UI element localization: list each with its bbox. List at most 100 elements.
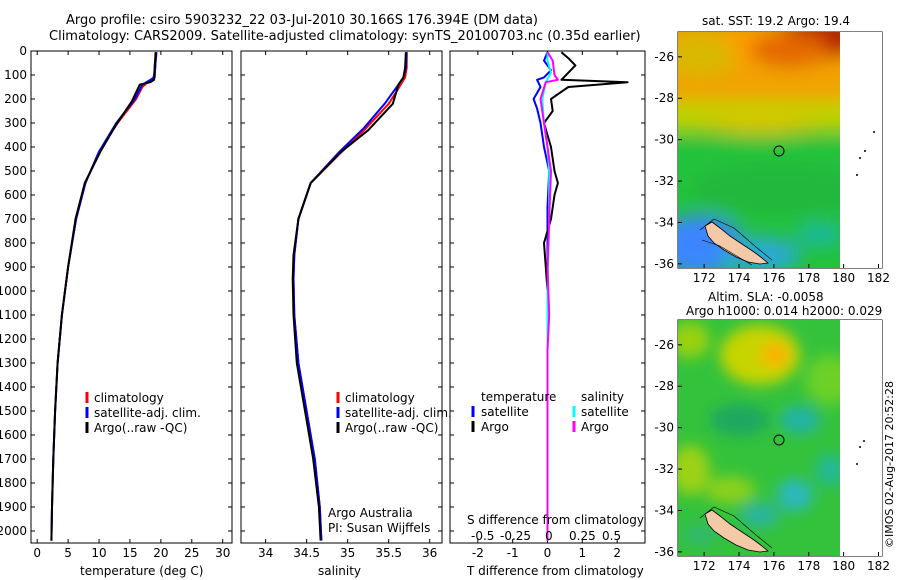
- difference-legend: temperature satellite Argo salinity sate…: [471, 390, 629, 434]
- lat-tick-label: -34: [654, 215, 674, 229]
- x-tick-label: 20: [153, 546, 168, 560]
- series-line-argo: [50, 52, 157, 541]
- x-tick-label: 10: [91, 546, 106, 560]
- x-tick-label: 35: [340, 546, 355, 560]
- argo-location-marker: [773, 434, 785, 446]
- legend-temp-argo: Argo: [481, 420, 509, 434]
- y-tick-label: 300: [4, 116, 27, 130]
- lon-tick-label: 178: [797, 271, 820, 285]
- temperature-xlabel: temperature (deg C): [80, 564, 203, 578]
- temperature-axes-frame: [30, 50, 233, 544]
- series-line-argo: [291, 52, 407, 541]
- sla-map-title: Altim. SLA: -0.0058: [708, 290, 824, 304]
- temperature-lines: [50, 52, 158, 541]
- lon-tick-label: 172: [693, 559, 716, 573]
- y-tick-label: 1200: [0, 332, 27, 346]
- salinity-axes-frame: [240, 50, 443, 544]
- lon-tick-label: 174: [728, 271, 751, 285]
- argo-australia-label: Argo Australia: [328, 506, 413, 520]
- y-tick-label: 1900: [0, 500, 27, 514]
- s-diff-tick: 0: [545, 529, 553, 543]
- lat-tick-label: -30: [654, 421, 674, 435]
- lon-tick-label: 178: [797, 559, 820, 573]
- argo-location-marker: [773, 145, 785, 157]
- salinity-legend: climatology satellite-adj. clim. Argo(..…: [336, 391, 452, 435]
- y-tick-label: 900: [4, 260, 27, 274]
- climatology-subtitle: Climatology: CARS2009. Satellite-adjuste…: [49, 29, 641, 44]
- lon-tick-label: 174: [728, 559, 751, 573]
- legend-argo: Argo(..raw -QC): [345, 421, 438, 435]
- x-tick-label: 0: [544, 546, 552, 560]
- s-diff-tick: 0.5: [602, 529, 621, 543]
- y-tick-label: 1400: [0, 380, 27, 394]
- s-diff-tick: 0.25: [569, 529, 596, 543]
- x-tick-label: 25: [184, 546, 199, 560]
- lon-tick-label: 180: [832, 271, 855, 285]
- y-tick-label: 400: [4, 140, 27, 154]
- lon-tick-label: 172: [693, 271, 716, 285]
- salinity-lines: [291, 52, 408, 541]
- lat-tick-label: -28: [654, 91, 674, 105]
- x-tick-label: -2: [472, 546, 484, 560]
- y-tick-label: 1100: [0, 308, 27, 322]
- difference-lines: [532, 51, 629, 541]
- difference-panel: -2 -1 0 1 2 T difference from climatology S …: [449, 50, 646, 578]
- lat-tick-label: -30: [654, 133, 674, 147]
- s-diff-tick: -0.25: [500, 529, 531, 543]
- temperature-legend: climatology satellite-adj. clim. Argo(..…: [85, 391, 201, 435]
- y-tick-label: 100: [4, 68, 27, 82]
- difference-x-axis: -2 -1 0 1 2: [450, 50, 645, 560]
- lon-tick-label: 182: [867, 559, 890, 573]
- lon-tick-label: 180: [832, 559, 855, 573]
- y-tick-label: 1000: [0, 284, 27, 298]
- islands: [856, 131, 875, 176]
- s-diff-tick: -0.5: [471, 529, 494, 543]
- x-tick-label: 35.5: [375, 546, 402, 560]
- lon-tick-label: 176: [762, 271, 785, 285]
- y-tick-label: 200: [4, 92, 27, 106]
- salinity-xlabel: salinity: [318, 564, 361, 578]
- legend-sal-argo: Argo: [581, 420, 609, 434]
- y-tick-label: 1800: [0, 476, 27, 490]
- y-tick-label: 1500: [0, 404, 27, 418]
- legend-temperature-head: temperature: [481, 390, 556, 404]
- salinity-x-axis: 34 34.5 35 35.5 36: [241, 50, 442, 560]
- lat-tick-label: -36: [654, 545, 674, 559]
- sla-map-subtitle: Argo h1000: 0.014 h2000: 0.029: [686, 304, 882, 318]
- islands: [856, 440, 865, 465]
- x-tick-label: 15: [122, 546, 137, 560]
- lat-tick-label: -36: [654, 257, 674, 271]
- sla-map: Altim. SLA: -0.0058 Argo h1000: 0.014 h2…: [654, 290, 896, 573]
- sla-lon-axis: 172 174 176 178 180 182: [693, 552, 890, 573]
- lat-tick-label: -32: [654, 462, 674, 476]
- profile-title: Argo profile: csiro 5903232_22 03-Jul-20…: [66, 13, 538, 28]
- x-tick-label: -1: [507, 546, 519, 560]
- legend-argo: Argo(..raw -QC): [94, 421, 187, 435]
- lon-tick-label: 182: [867, 271, 890, 285]
- salinity-panel: 34 34.5 35 35.5 36 salinity climatology sate…: [240, 50, 452, 578]
- sst-field: [678, 32, 840, 268]
- temperature-x-axis: 0 5 10 15 20 25 30: [33, 51, 230, 560]
- x-tick-label: 34: [258, 546, 273, 560]
- lat-tick-label: -28: [654, 379, 674, 393]
- sla-lat-axis: -26 -28 -30 -32 -34 -36: [654, 338, 682, 559]
- lat-tick-label: -26: [654, 338, 674, 352]
- legend-salinity-head: salinity: [581, 390, 624, 404]
- x-tick-label: 36: [422, 546, 437, 560]
- depth-axis: 0 100 200 300 400 500 600 700 800 900 1000 1100 1200…: [0, 44, 232, 538]
- y-tick-label: 500: [4, 164, 27, 178]
- legend-climatology: climatology: [94, 391, 164, 405]
- y-tick-label: 700: [4, 212, 27, 226]
- x-tick-label: 30: [215, 546, 230, 560]
- lat-tick-label: -32: [654, 174, 674, 188]
- legend-satellite-adj: satellite-adj. clim.: [345, 406, 452, 420]
- y-tick-label: 800: [4, 236, 27, 250]
- sst-map: sat. SST: 19.2 Argo: 19.4: [654, 14, 890, 285]
- legend-sal-satellite: satellite: [581, 405, 629, 419]
- t-diff-xlabel: T difference from climatology: [466, 564, 644, 578]
- y-tick-label: 1600: [0, 428, 27, 442]
- x-tick-label: 2: [613, 546, 621, 560]
- sst-map-title: sat. SST: 19.2 Argo: 19.4: [702, 14, 850, 28]
- x-tick-label: 0: [33, 546, 41, 560]
